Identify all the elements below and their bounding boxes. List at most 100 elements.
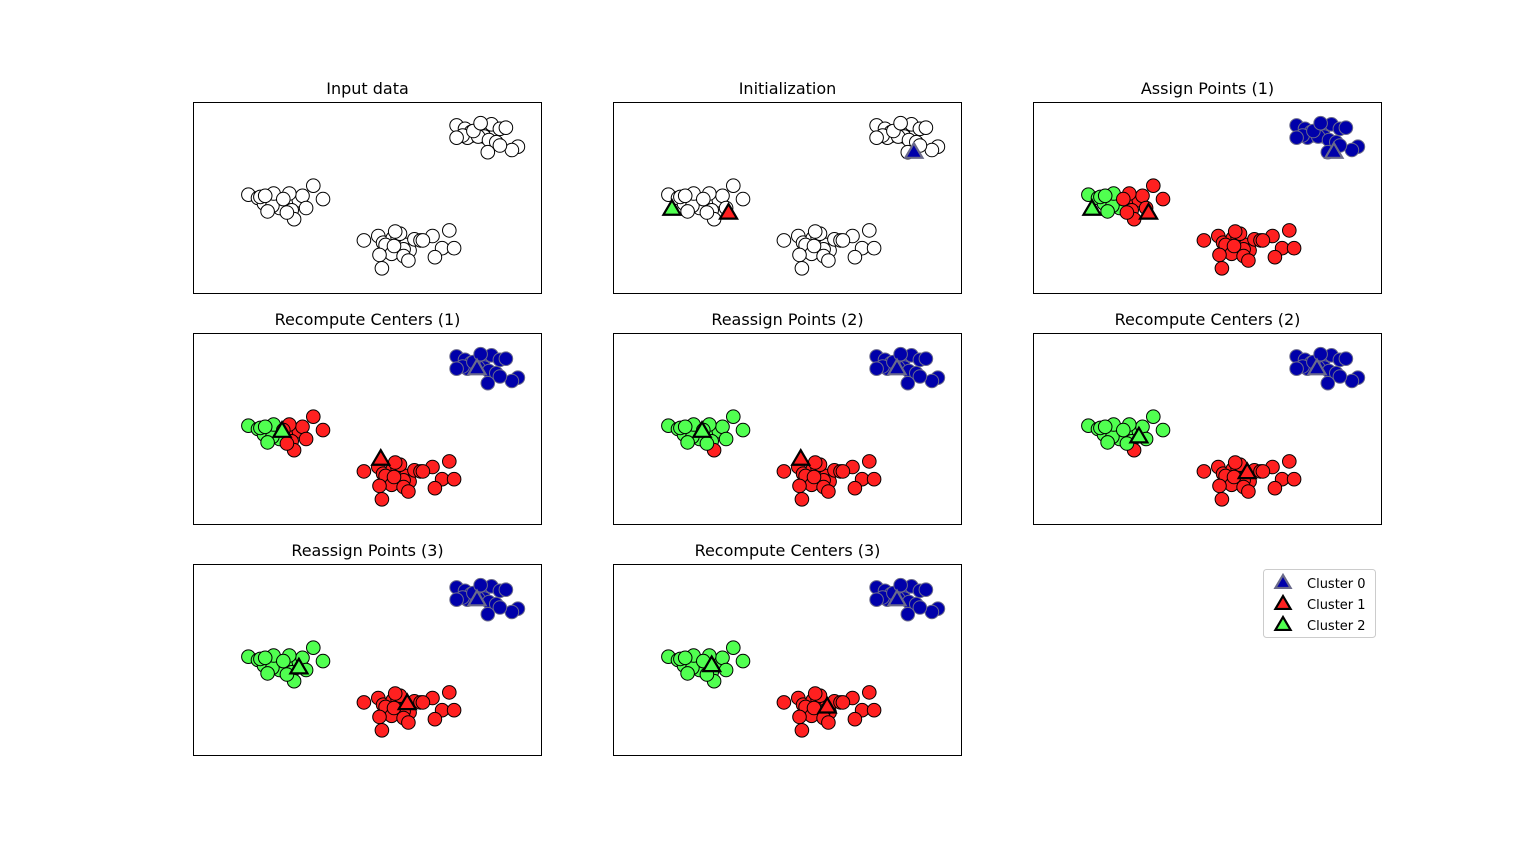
data-point — [794, 723, 810, 738]
data-point — [315, 422, 331, 438]
data-point — [374, 261, 390, 276]
data-point — [680, 204, 695, 219]
data-point — [807, 224, 823, 239]
data-point — [446, 702, 462, 718]
data-point — [446, 471, 462, 487]
data-point — [1313, 115, 1328, 131]
data-point — [900, 375, 916, 391]
cluster-center-0 — [466, 357, 488, 376]
data-point — [279, 205, 295, 220]
data-point — [869, 361, 884, 377]
data-point — [315, 653, 331, 669]
panel-title: Reassign Points (2) — [711, 310, 863, 329]
data-point — [1227, 455, 1243, 470]
data-point — [1196, 233, 1212, 248]
data-point — [372, 478, 387, 494]
data-point — [835, 695, 851, 710]
data-point — [401, 253, 416, 268]
data-point — [1241, 484, 1256, 499]
panel-3: Assign Points (1) — [1033, 79, 1382, 294]
panel-7: Reassign Points (3) — [193, 541, 542, 756]
data-point — [386, 238, 402, 254]
data-point — [298, 431, 314, 447]
data-point — [718, 662, 734, 678]
data-point — [835, 464, 851, 479]
data-point — [794, 261, 810, 276]
data-point — [387, 686, 403, 701]
data-point — [427, 249, 443, 265]
data-point — [821, 484, 836, 499]
data-point — [821, 253, 836, 268]
data-point — [442, 454, 457, 469]
data-point — [295, 188, 310, 204]
data-point — [356, 695, 372, 710]
data-point — [1255, 464, 1271, 479]
cluster-center-1 — [718, 201, 740, 220]
data-point — [442, 685, 457, 700]
data-point — [715, 419, 730, 435]
data-point — [699, 205, 715, 220]
data-point — [1155, 422, 1171, 438]
plot-frame — [613, 102, 962, 294]
data-point — [912, 600, 928, 615]
data-point — [792, 478, 807, 494]
data-point — [295, 419, 310, 435]
data-point — [1100, 204, 1115, 219]
data-point — [735, 191, 751, 207]
data-point — [718, 431, 734, 447]
cluster-center-2 — [288, 656, 310, 675]
plot-frame — [193, 333, 542, 525]
data-point — [276, 653, 291, 669]
data-point — [792, 247, 807, 263]
data-point — [847, 711, 863, 727]
cluster-center-0 — [886, 588, 908, 607]
data-point — [1241, 253, 1256, 268]
data-point — [726, 640, 741, 656]
plot-frame — [193, 102, 542, 294]
data-point — [1212, 247, 1227, 263]
plot-frame — [193, 564, 542, 756]
data-point — [862, 223, 877, 238]
plot-area — [1081, 346, 1366, 507]
panel-4: Recompute Centers (1) — [193, 310, 542, 525]
panel-5: Reassign Points (2) — [613, 310, 962, 525]
data-point — [794, 492, 810, 507]
data-point — [1214, 261, 1230, 276]
data-point — [893, 577, 908, 593]
data-point — [473, 115, 488, 131]
data-point — [1338, 351, 1354, 367]
data-point — [900, 606, 916, 622]
data-point — [1097, 188, 1113, 204]
data-point — [1289, 130, 1304, 145]
data-point — [680, 435, 695, 450]
data-point — [306, 640, 321, 656]
cluster-center-1 — [1236, 461, 1258, 480]
cluster-center-1 — [816, 695, 838, 714]
data-point — [374, 492, 390, 507]
data-point — [260, 435, 275, 450]
data-point — [387, 224, 403, 239]
data-point — [735, 422, 751, 438]
plot-frame — [1033, 102, 1382, 294]
data-point — [306, 178, 321, 193]
data-point — [776, 464, 792, 479]
data-point — [257, 188, 273, 204]
data-point — [1313, 346, 1328, 362]
data-point — [387, 455, 403, 470]
data-point — [806, 469, 822, 485]
data-point — [792, 709, 807, 725]
legend-label-cluster-0: Cluster 0 — [1307, 577, 1366, 592]
data-point — [1214, 492, 1230, 507]
data-point — [1135, 188, 1150, 204]
data-point — [726, 409, 741, 425]
data-point — [1097, 419, 1113, 435]
panel-1: Input data — [193, 79, 542, 294]
cluster-center-2 — [691, 420, 713, 438]
data-point — [726, 178, 741, 193]
cluster-center-2 — [271, 420, 293, 438]
data-point — [492, 369, 508, 384]
data-point — [356, 233, 372, 248]
data-point — [498, 582, 514, 598]
data-point — [279, 667, 295, 682]
